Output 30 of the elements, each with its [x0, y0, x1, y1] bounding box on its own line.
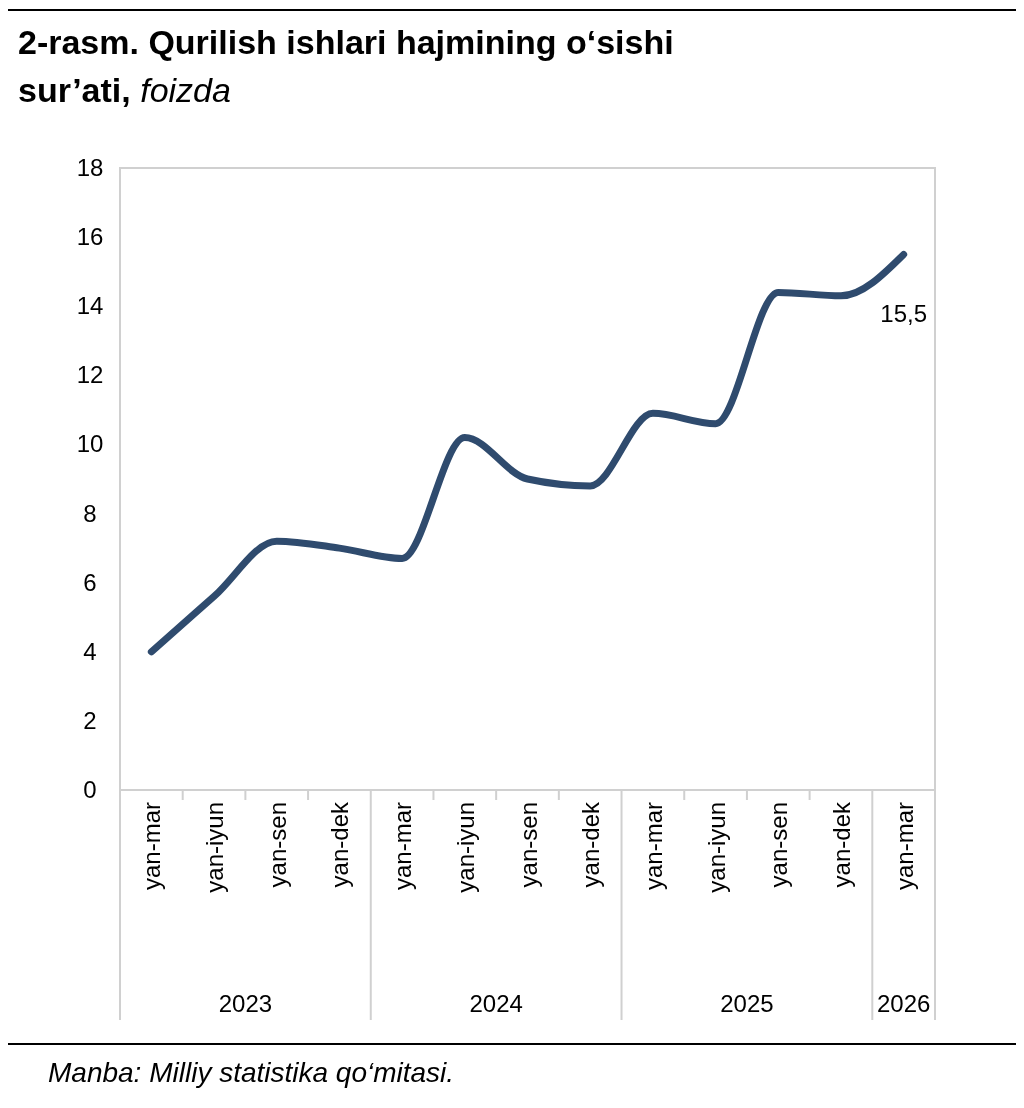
y-tick-label: 0 [83, 776, 97, 803]
x-tick-label: yan-iyun [702, 802, 730, 893]
y-tick-label: 2 [83, 706, 97, 734]
text: 2023 [218, 990, 273, 1017]
chart-title: 2-rasm. Qurilish ishlari hajmining o‘sishi sur’ati, foizda [18, 23, 674, 109]
x-tick-label: yan-iyun [451, 802, 479, 893]
x-tick-label: yan-sen [514, 802, 542, 888]
x-tick-label: yan-dek [827, 801, 855, 888]
x-tick-label: yan-iyun [201, 802, 229, 893]
x-tick-label: yan-sen [765, 802, 793, 888]
y-tick-label: 10 [76, 430, 104, 458]
y-tick-label: 12 [76, 361, 104, 389]
x-tick-label: yan-sen [263, 802, 291, 888]
x-tick-label: yan-dek [577, 801, 605, 888]
text: 2025 [720, 990, 774, 1017]
data-label: 15,5 [880, 300, 928, 328]
y-tick-label: 16 [76, 223, 104, 251]
x-tick-label: yan-mar [890, 802, 918, 891]
y-tick-label: 8 [83, 499, 97, 527]
text: 2026 [876, 990, 931, 1017]
y-tick-label: 6 [83, 568, 97, 596]
text: Manba: Milliy statistika qo‘mitasi. [48, 1057, 455, 1088]
x-tick-label: yan-mar [138, 802, 166, 891]
y-tick-label: 14 [76, 292, 104, 320]
x-tick-label: yan-mar [389, 802, 417, 891]
text: 2024 [469, 990, 523, 1017]
x-tick-label: yan-dek [326, 801, 354, 888]
y-tick-label: 4 [83, 637, 97, 665]
x-tick-label: yan-mar [639, 802, 667, 891]
y-tick-label: 18 [76, 154, 104, 181]
